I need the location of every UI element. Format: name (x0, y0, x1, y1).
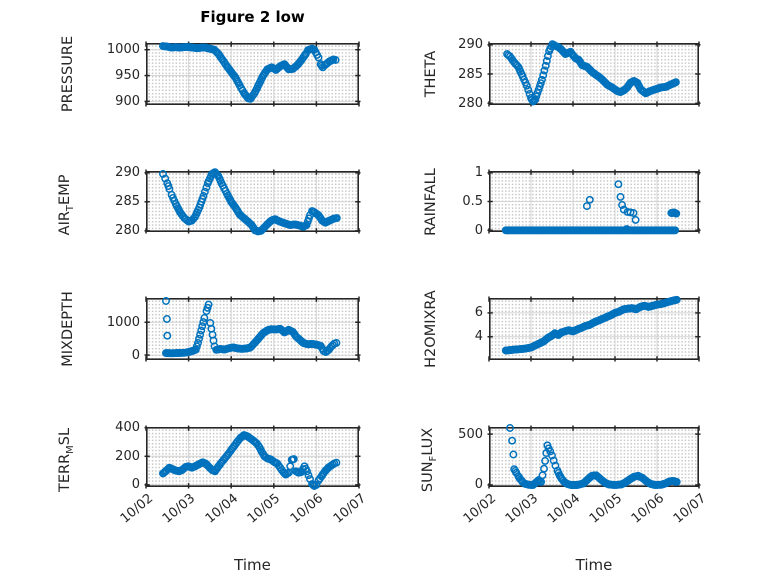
subplot-pressure: 900 950 1000 PRESSURE (60, 36, 361, 112)
x-tick-label: 10/02 (117, 491, 156, 527)
subplot-air-temp: 280 285 290 AIRTEMP (57, 165, 361, 238)
y-tick-label: 290 (115, 165, 140, 181)
y-tick-label: 0 (131, 347, 140, 363)
subplot-mixdepth: 0 1000 MIXDEPTH (60, 291, 361, 367)
x-tick-label: 10/06 (628, 491, 667, 527)
x-tick-label: 10/06 (287, 491, 327, 527)
plot-svg-terr-msl (144, 425, 361, 490)
subplot-sun-flux: 0 500 10/02 10/03 10/04 10/05 10/06 10/07 SUNFLU… (420, 424, 709, 527)
y-tick-label: 290 (458, 37, 483, 53)
major-grid (489, 171, 699, 232)
tick-marks (144, 169, 361, 234)
plot-svg-theta (487, 40, 701, 107)
y-tick-label: 400 (115, 420, 140, 436)
y-tick-label: 285 (458, 66, 483, 82)
x-tick-label: 10/04 (202, 491, 241, 527)
data-series-h2omixra-0 (501, 295, 681, 355)
y-axis-label-terr-msl: TERRMSL (57, 427, 76, 493)
data-series-sun-flux-0 (506, 424, 518, 459)
x-tick-label: 10/02 (460, 491, 499, 527)
tick-marks (144, 296, 361, 362)
data-series-mixdepth-0 (162, 297, 172, 340)
plot-svg-rainfall (487, 169, 701, 235)
x-tick-label: 10/05 (245, 491, 284, 527)
y-tick-label: 500 (458, 426, 483, 442)
x-tick-label: 10/07 (330, 491, 369, 527)
axes-border (146, 43, 359, 106)
y-tick-label: 900 (115, 93, 140, 109)
y-tick-label: 280 (458, 95, 483, 111)
y-tick-label: 200 (115, 448, 140, 464)
data-series-terr-msl-0 (159, 431, 341, 490)
y-tick-label: 0 (474, 222, 483, 238)
plot-svg-pressure (144, 41, 361, 107)
y-axis-label-sun-flux: SUNFLUX (420, 427, 439, 493)
x-axis-label-right: Time (575, 556, 613, 574)
y-tick-label: 950 (115, 68, 140, 84)
subplot-rainfall: 0 0.5 1 RAINFALL (423, 165, 701, 238)
y-tick-label: 6 (474, 305, 483, 321)
tick-marks (144, 425, 361, 489)
x-axis-label-left: Time (234, 556, 271, 574)
axes-border (489, 298, 699, 361)
y-tick-label: 1000 (106, 314, 140, 330)
plot-svg-sun-flux (487, 424, 701, 489)
x-tick-label: 10/03 (502, 491, 541, 527)
subplot-theta: 280 285 290 THETA (423, 37, 701, 111)
data-series-mixdepth-1 (162, 300, 341, 358)
y-axis-label-subscript: T (64, 204, 76, 211)
y-axis-label-subscript: F (427, 455, 439, 462)
y-tick-label: 0 (131, 477, 140, 493)
data-series-pressure-0 (159, 42, 340, 103)
x-tick-label: 10/03 (159, 491, 199, 527)
data-series-rainfall-0 (501, 226, 680, 235)
data-series-air-temp-0 (159, 168, 341, 236)
subplot-terr-msl: 0 200 400 10/02 10/03 10/04 10/05 10/06 10/07 TER… (57, 420, 369, 526)
x-tick-label: 10/07 (670, 491, 709, 527)
axes-border (146, 298, 359, 361)
x-tick-label: 10/05 (586, 491, 625, 527)
y-tick-label: 4 (474, 329, 483, 345)
y-tick-label: 0.5 (462, 194, 483, 209)
data-series-sun-flux-1 (510, 441, 681, 489)
y-tick-label: 285 (115, 194, 140, 210)
tick-marks (487, 41, 701, 107)
y-tick-label: 1000 (106, 42, 140, 58)
y-tick-label: 280 (115, 223, 140, 239)
plot-svg-mixdepth (144, 296, 361, 362)
plot-svg-air-temp (144, 168, 361, 236)
plot-svg-h2omixra (487, 295, 701, 362)
data-series-theta-0 (503, 40, 680, 106)
subplot-h2omixra: 4 6 H2OMIXRA (423, 290, 701, 368)
axes-border (489, 427, 699, 488)
y-tick-label: 0 (474, 477, 483, 493)
figure-title: Figure 2 low (200, 8, 305, 26)
x-tick-label: 10/04 (544, 491, 583, 527)
y-tick-label: 1 (474, 165, 483, 181)
y-axis-label-subscript: M (64, 445, 76, 454)
data-series-rainfall-1 (582, 180, 681, 234)
